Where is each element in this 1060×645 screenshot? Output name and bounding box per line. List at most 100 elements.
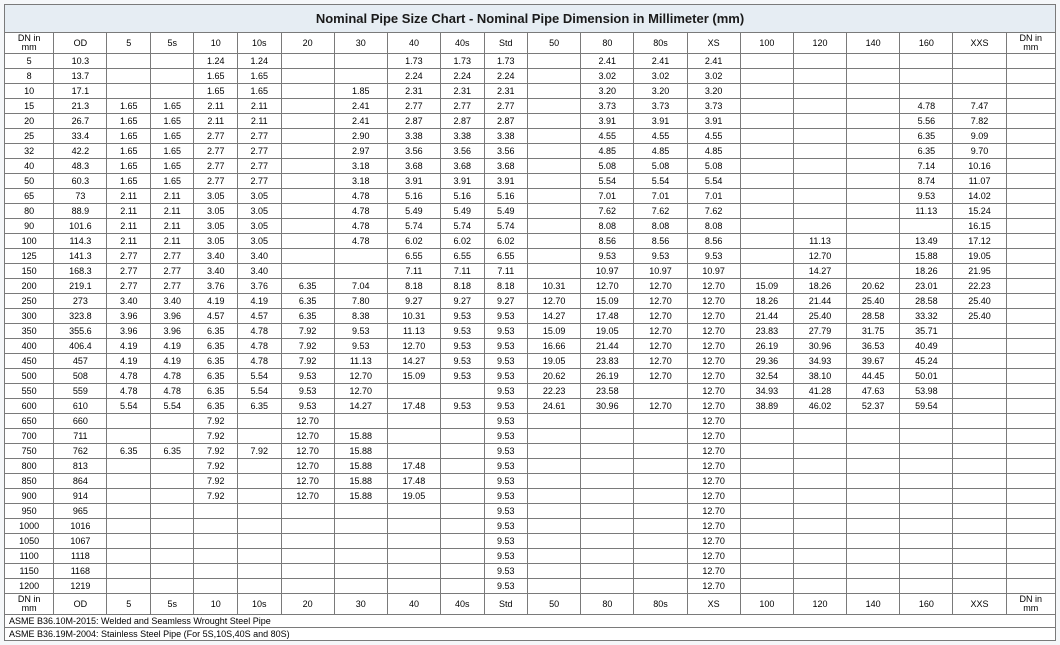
cell: 9.53 bbox=[484, 579, 528, 594]
cell bbox=[238, 474, 282, 489]
cell: 15.88 bbox=[334, 489, 387, 504]
cell bbox=[634, 579, 687, 594]
cell bbox=[150, 69, 194, 84]
table-row: 3242.21.651.652.772.772.973.563.563.564.… bbox=[5, 144, 1056, 159]
table-row: 7507626.356.357.927.9212.7015.889.5312.7… bbox=[5, 444, 1056, 459]
cell: 6.35 bbox=[281, 294, 334, 309]
cell bbox=[528, 129, 581, 144]
cell: 2.11 bbox=[194, 114, 238, 129]
cell: 15.88 bbox=[334, 474, 387, 489]
cell bbox=[740, 84, 793, 99]
cell: 22.23 bbox=[528, 384, 581, 399]
table-row: 1521.31.651.652.112.112.412.772.772.773.… bbox=[5, 99, 1056, 114]
cell-dn: 800 bbox=[5, 459, 54, 474]
cell: 3.91 bbox=[484, 174, 528, 189]
cell bbox=[847, 159, 900, 174]
pipe-size-table: DN inmmOD55s1010s20304040sStd508080sXS10… bbox=[4, 32, 1056, 615]
cell bbox=[528, 69, 581, 84]
cell: 23.01 bbox=[900, 279, 953, 294]
cell-dn: 8 bbox=[5, 69, 54, 84]
col-dn-right: DN inmm bbox=[1006, 594, 1055, 615]
cell bbox=[900, 414, 953, 429]
cell bbox=[281, 504, 334, 519]
cell: 12.70 bbox=[687, 444, 740, 459]
cell: 45.24 bbox=[900, 354, 953, 369]
cell: 20.62 bbox=[528, 369, 581, 384]
cell: 2.77 bbox=[150, 249, 194, 264]
cell-dn: 550 bbox=[5, 384, 54, 399]
cell: 12.70 bbox=[687, 369, 740, 384]
cell bbox=[634, 549, 687, 564]
col-10: 10 bbox=[194, 594, 238, 615]
cell: 31.75 bbox=[847, 324, 900, 339]
cell: 4.78 bbox=[334, 189, 387, 204]
cell bbox=[528, 159, 581, 174]
cell bbox=[441, 474, 485, 489]
cell: 28.58 bbox=[900, 294, 953, 309]
cell: 6.35 bbox=[194, 369, 238, 384]
col-30: 30 bbox=[334, 33, 387, 54]
cell: 6.02 bbox=[441, 234, 485, 249]
cell: 3.02 bbox=[634, 69, 687, 84]
cell: 23.83 bbox=[581, 354, 634, 369]
cell: 2.77 bbox=[238, 159, 282, 174]
cell: 60.3 bbox=[54, 174, 107, 189]
cell: 12.70 bbox=[687, 534, 740, 549]
cell-dn: 950 bbox=[5, 504, 54, 519]
col-80s: 80s bbox=[634, 33, 687, 54]
cell: 168.3 bbox=[54, 264, 107, 279]
cell bbox=[793, 174, 846, 189]
table-row: 9009147.9212.7015.8819.059.5312.70 bbox=[5, 489, 1056, 504]
cell: 32.54 bbox=[740, 369, 793, 384]
cell: 8.18 bbox=[484, 279, 528, 294]
table-row: 2533.41.651.652.772.772.903.383.383.384.… bbox=[5, 129, 1056, 144]
cell bbox=[281, 564, 334, 579]
cell: 12.70 bbox=[687, 474, 740, 489]
cell: 1.65 bbox=[150, 144, 194, 159]
col-10s: 10s bbox=[238, 594, 282, 615]
cell: 101.6 bbox=[54, 219, 107, 234]
cell: 12.70 bbox=[793, 249, 846, 264]
cell bbox=[107, 414, 151, 429]
cell: 9.53 bbox=[900, 189, 953, 204]
cell bbox=[107, 489, 151, 504]
cell: 7.11 bbox=[441, 264, 485, 279]
table-row: 5060.31.651.652.772.773.183.913.913.915.… bbox=[5, 174, 1056, 189]
col-xs: XS bbox=[687, 594, 740, 615]
cell bbox=[281, 144, 334, 159]
cell bbox=[107, 474, 151, 489]
cell bbox=[847, 69, 900, 84]
cell bbox=[281, 189, 334, 204]
cell: 73 bbox=[54, 189, 107, 204]
cell bbox=[740, 264, 793, 279]
cell bbox=[150, 414, 194, 429]
table-row: 2502733.403.404.194.196.357.809.279.279.… bbox=[5, 294, 1056, 309]
cell: 2.41 bbox=[581, 54, 634, 69]
cell: 12.70 bbox=[634, 309, 687, 324]
cell: 7.01 bbox=[581, 189, 634, 204]
cell: 2.24 bbox=[441, 69, 485, 84]
cell: 17.12 bbox=[953, 234, 1006, 249]
cell: 9.53 bbox=[484, 369, 528, 384]
cell: 3.20 bbox=[581, 84, 634, 99]
cell bbox=[334, 519, 387, 534]
cell: 25.40 bbox=[793, 309, 846, 324]
cell bbox=[238, 504, 282, 519]
cell: 3.20 bbox=[634, 84, 687, 99]
cell bbox=[387, 519, 440, 534]
cell bbox=[847, 54, 900, 69]
cell: 7.11 bbox=[484, 264, 528, 279]
cell bbox=[581, 489, 634, 504]
cell: 3.56 bbox=[387, 144, 440, 159]
cell: 6.35 bbox=[107, 444, 151, 459]
cell bbox=[150, 564, 194, 579]
cell bbox=[194, 579, 238, 594]
cell bbox=[847, 174, 900, 189]
cell: 6.35 bbox=[150, 444, 194, 459]
cell: 273 bbox=[54, 294, 107, 309]
cell bbox=[281, 99, 334, 114]
cell bbox=[740, 534, 793, 549]
table-row: 400406.44.194.196.354.787.929.5312.709.5… bbox=[5, 339, 1056, 354]
cell bbox=[441, 489, 485, 504]
cell bbox=[793, 219, 846, 234]
